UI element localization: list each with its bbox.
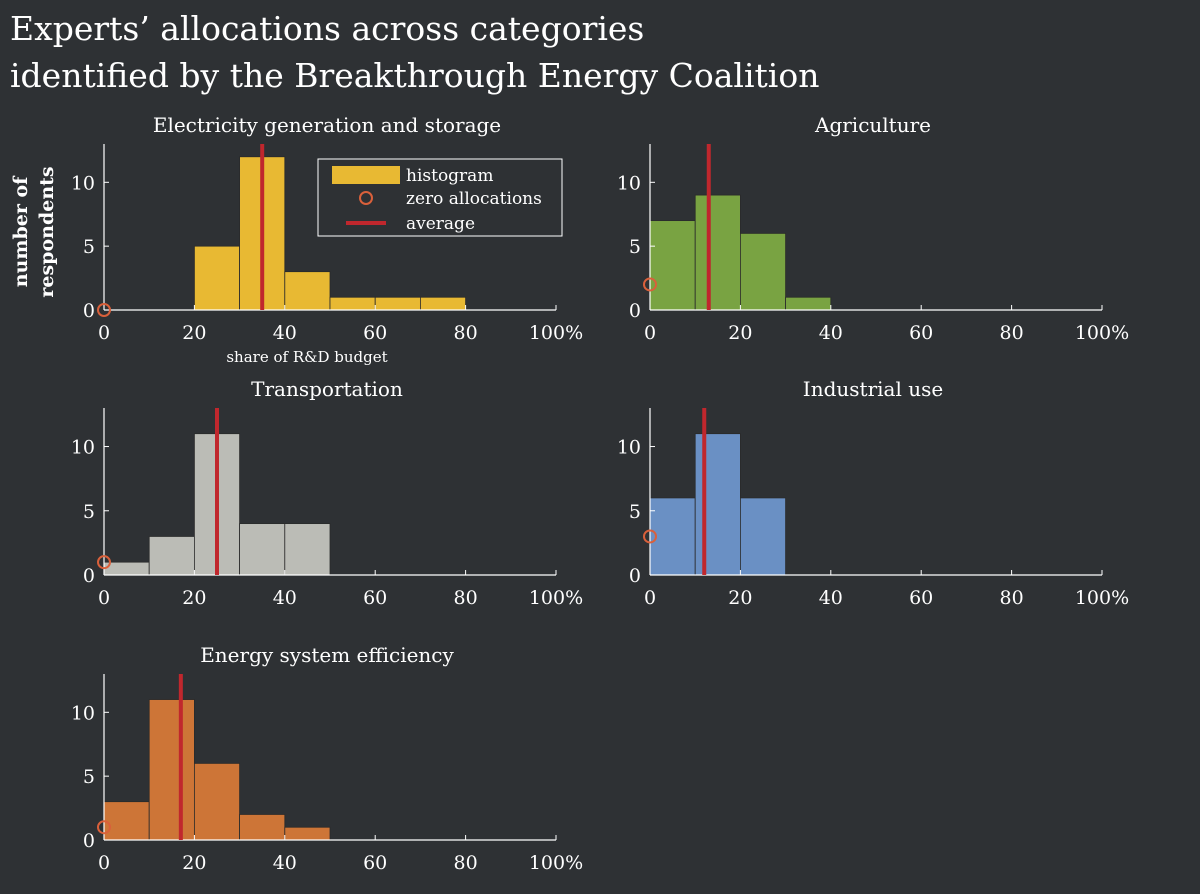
x-tick-label: 20 <box>728 322 752 344</box>
y-tick-label: 5 <box>83 236 95 258</box>
legend-swatch-average <box>346 221 386 225</box>
zero-allocation-marker <box>643 529 657 544</box>
x-tick-label: 0 <box>98 322 110 344</box>
x-tick-label: 20 <box>728 587 752 609</box>
x-tick-label: 100% <box>529 587 583 609</box>
zero-allocation-marker <box>643 277 657 292</box>
panel-title: Electricity generation and storage <box>153 113 501 137</box>
y-tick-label: 0 <box>629 565 641 587</box>
zero-allocation-marker <box>97 555 111 570</box>
x-tick-label: 0 <box>98 587 110 609</box>
y-tick-label: 10 <box>71 172 95 194</box>
histogram-bar <box>284 826 331 841</box>
y-tick-label: 0 <box>629 300 641 322</box>
x-tick-label: 40 <box>273 587 297 609</box>
y-tick-label: 0 <box>83 830 95 852</box>
y-axis-label-line-1: number of <box>10 175 32 287</box>
x-tick-label: 20 <box>182 322 206 344</box>
x-tick-label: 60 <box>909 322 933 344</box>
histogram-bar <box>419 296 466 311</box>
x-tick-label: 100% <box>529 322 583 344</box>
histogram-bar <box>284 271 331 311</box>
y-tick-label: 5 <box>629 501 641 523</box>
histogram-bar <box>148 699 195 841</box>
histogram-bar <box>649 220 696 311</box>
y-tick-label: 10 <box>71 702 95 724</box>
legend-label-average: average <box>406 214 475 234</box>
x-tick-label: 80 <box>454 587 478 609</box>
histogram-bar <box>374 296 421 311</box>
histogram-bar <box>694 433 741 576</box>
figure-title-line-1: Experts’ allocations across categories <box>10 9 644 48</box>
x-tick-label: 20 <box>182 852 206 874</box>
x-tick-label: 100% <box>1075 322 1129 344</box>
histogram-bar <box>239 814 286 841</box>
x-tick-label: 40 <box>819 587 843 609</box>
panel-title: Energy system efficiency <box>200 643 454 667</box>
legend: histogram zero allocations average <box>317 158 563 237</box>
y-tick-label: 5 <box>629 236 641 258</box>
x-tick-label: 60 <box>363 587 387 609</box>
histogram-bar <box>193 245 240 311</box>
x-tick-label: 80 <box>1000 587 1024 609</box>
x-tick-label: 100% <box>529 852 583 874</box>
y-tick-label: 10 <box>71 437 95 459</box>
y-tick-label: 5 <box>83 501 95 523</box>
zero-allocation-marker <box>97 303 111 317</box>
panel-3: Transportation 0 20 40 60 80 100% 0 5 10 <box>71 377 583 609</box>
x-tick-label: 0 <box>98 852 110 874</box>
y-tick-label: 5 <box>83 766 95 788</box>
histogram-bar <box>740 232 787 311</box>
histogram-panels: Electricity generation and storage 0 20 40 6… <box>71 113 1129 874</box>
panel-title: Industrial use <box>803 377 943 401</box>
x-tick-label: 40 <box>819 322 843 344</box>
legend-swatch-zero <box>359 191 373 205</box>
histogram-bar <box>239 523 286 576</box>
y-tick-label: 10 <box>617 437 641 459</box>
histogram-bar <box>284 523 331 576</box>
x-tick-label: 100% <box>1075 587 1129 609</box>
panel-2: Agriculture 0 20 40 60 80 100% 0 5 10 <box>617 113 1129 344</box>
legend-label-zero: zero allocations <box>406 189 542 209</box>
panel-title: Transportation <box>251 377 403 401</box>
x-tick-label: 40 <box>273 852 297 874</box>
x-tick-label: 40 <box>273 322 297 344</box>
x-tick-label: 60 <box>363 852 387 874</box>
legend-swatch-histogram <box>332 166 400 184</box>
x-tick-label: 0 <box>644 587 656 609</box>
histogram-bar <box>103 801 150 841</box>
panel-1: Electricity generation and storage 0 20 40 6… <box>71 113 583 344</box>
legend-label-histogram: histogram <box>406 166 493 186</box>
histogram-bar <box>329 296 376 311</box>
x-tick-label: 60 <box>363 322 387 344</box>
x-tick-label: 80 <box>454 322 478 344</box>
x-tick-label: 20 <box>182 587 206 609</box>
histogram-bar <box>103 561 150 576</box>
histogram-bar <box>694 194 741 311</box>
panel-5: Energy system efficiency 0 20 40 60 80 100% 0 5 1… <box>71 643 583 874</box>
histogram-bar <box>740 497 787 576</box>
panel-4: Industrial use 0 20 40 60 80 100% 0 5 10 <box>617 377 1129 609</box>
x-tick-label: 60 <box>909 587 933 609</box>
histogram-bar <box>193 762 240 841</box>
histogram-bar <box>785 296 832 311</box>
figure-title-line-2: identified by the Breakthrough Energy Co… <box>10 56 819 95</box>
x-tick-label: 0 <box>644 322 656 344</box>
x-tick-label: 80 <box>1000 322 1024 344</box>
y-tick-label: 0 <box>83 300 95 322</box>
x-axis-label: share of R&D budget <box>226 348 387 366</box>
y-tick-label: 0 <box>83 565 95 587</box>
y-axis-label-line-2: respondents <box>36 166 58 297</box>
x-tick-label: 80 <box>454 852 478 874</box>
histogram-bar <box>148 536 195 576</box>
y-tick-label: 10 <box>617 172 641 194</box>
panel-title: Agriculture <box>814 113 931 137</box>
zero-allocation-marker <box>97 820 111 835</box>
